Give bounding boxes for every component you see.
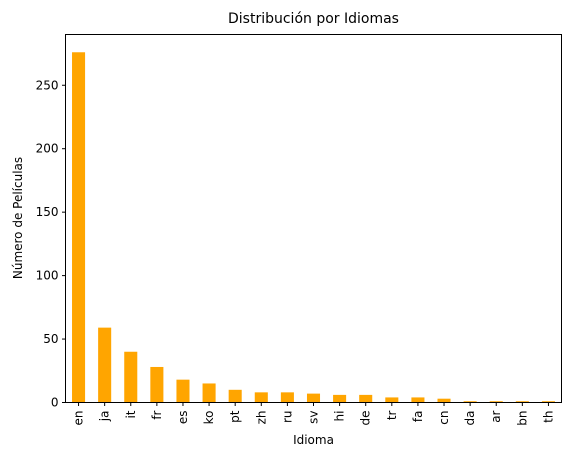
bar-ar (489, 401, 503, 403)
bar-de (359, 394, 373, 403)
x-tick-label-ko: ko (202, 411, 216, 425)
bar-fr (150, 366, 164, 403)
x-axis-label: Idioma (293, 433, 334, 447)
bar-pt (228, 389, 242, 403)
x-tick-label-ar: ar (489, 410, 503, 422)
y-tick-label-150: 150 (36, 205, 59, 219)
x-tick-label-ja: ja (98, 411, 112, 423)
bar-fa (411, 397, 425, 403)
y-tick-label-100: 100 (36, 269, 59, 283)
x-tick-label-ru: ru (280, 411, 294, 424)
bar-sv (306, 393, 321, 403)
bar-ko (202, 383, 216, 403)
bars-group (72, 52, 555, 403)
y-axis-label: Número de Películas (11, 157, 25, 279)
bar-zh (254, 392, 268, 403)
x-tick-label-en: en (72, 411, 86, 426)
bar-ru (280, 392, 294, 403)
x-axis: en ja it fr es ko pt zh ru sv hi de tr fa cn da ar bn th (72, 402, 555, 426)
y-tick-label-0: 0 (51, 396, 59, 410)
x-tick-label-tr: tr (385, 410, 399, 420)
x-tick-label-es: es (176, 411, 190, 425)
bar-ja (98, 327, 112, 403)
x-tick-label-bn: bn (515, 411, 529, 426)
chart-title: Distribución por Idiomas (228, 11, 399, 27)
y-axis: 0 50 100 150 200 250 (36, 78, 66, 410)
bar-tr (385, 397, 399, 403)
bar-bn (515, 401, 529, 403)
x-tick-label-fr: fr (150, 410, 164, 419)
bar-cn (437, 398, 451, 403)
bar-es (176, 379, 190, 403)
x-tick-label-zh: zh (254, 411, 268, 425)
bar-it (124, 351, 138, 403)
x-tick-label-sv: sv (307, 411, 321, 424)
bar-th (541, 401, 555, 403)
plot-frame (65, 34, 562, 403)
bar-hi (333, 394, 347, 403)
y-tick-label-50: 50 (43, 332, 58, 346)
x-tick-label-it: it (124, 410, 138, 418)
y-tick-label-200: 200 (36, 142, 59, 156)
y-tick-label-250: 250 (36, 78, 59, 92)
x-tick-label-de: de (359, 411, 373, 426)
x-tick-label-cn: cn (437, 411, 451, 425)
x-tick-label-fa: fa (411, 411, 425, 423)
x-tick-label-pt: pt (228, 410, 242, 423)
x-tick-label-da: da (463, 411, 477, 426)
x-tick-label-th: th (541, 411, 555, 423)
x-tick-label-hi: hi (333, 411, 347, 422)
bar-da (463, 401, 477, 403)
bar-en (72, 52, 86, 403)
